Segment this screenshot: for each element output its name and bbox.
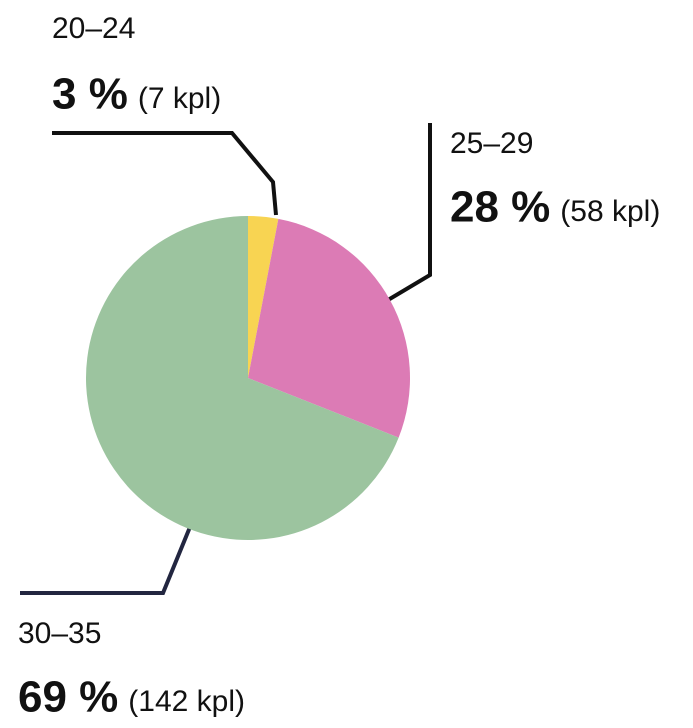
value-label: 69 % bbox=[18, 673, 118, 722]
pie-slice bbox=[85, 216, 399, 540]
value-label: 28 % bbox=[450, 183, 550, 232]
category-label: 20–24 bbox=[52, 12, 135, 45]
count-label: (58 kpl) bbox=[560, 195, 660, 228]
leader-line bbox=[52, 131, 278, 216]
value-label: 3 % bbox=[52, 70, 128, 119]
count-label: (142 kpl) bbox=[128, 685, 245, 718]
count-label: (7 kpl) bbox=[138, 82, 221, 115]
pie-slice bbox=[248, 218, 410, 438]
category-label: 30–35 bbox=[18, 617, 101, 650]
leader-line bbox=[20, 526, 192, 595]
pie-slice bbox=[248, 216, 279, 378]
category-label: 25–29 bbox=[450, 127, 533, 160]
leader-line bbox=[386, 123, 432, 302]
